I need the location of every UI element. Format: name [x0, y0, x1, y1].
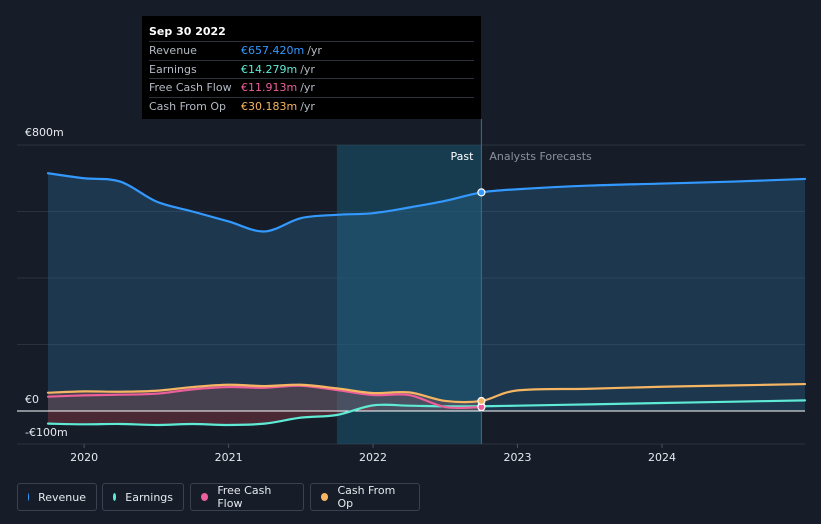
- y-tick-label-max: €800m: [25, 126, 64, 139]
- legend-cash-from-op[interactable]: Cash From Op: [310, 483, 420, 511]
- tooltip-row-revenue: Revenue €657.420m /yr: [149, 41, 474, 60]
- tooltip-value: €30.183m: [241, 99, 298, 113]
- cash-from-op-line: [46, 382, 807, 404]
- legend-free-cash-flow[interactable]: Free Cash Flow: [190, 483, 304, 511]
- tooltip-unit: /yr: [307, 44, 322, 57]
- tooltip: Sep 30 2022 Revenue €657.420m /yr Earnin…: [142, 16, 481, 119]
- earnings-negative-area: [48, 405, 374, 425]
- tooltip-label: Cash From Op: [149, 99, 227, 113]
- x-tick-label: 2021: [215, 451, 243, 464]
- free-cash-flow-line: [46, 384, 483, 410]
- x-tick-label: 2020: [70, 451, 98, 464]
- revenue-point: [477, 188, 486, 197]
- tooltip-row-earnings: Earnings €14.279m /yr: [149, 59, 474, 79]
- x-tick-label: 2022: [359, 451, 387, 464]
- tooltip-value: €11.913m: [241, 81, 298, 94]
- legend-earnings[interactable]: Earnings: [102, 483, 184, 511]
- earnings-dot-icon: [113, 493, 117, 501]
- legend-revenue[interactable]: Revenue: [17, 483, 97, 511]
- tooltip-unit: /yr: [300, 99, 315, 113]
- forecast-label: Analysts Forecasts: [489, 150, 592, 163]
- tooltip-label: Earnings: [149, 62, 197, 76]
- y-tick-label-min: -€100m: [25, 426, 68, 439]
- cash-from-op-dot-icon: [321, 493, 329, 501]
- past-label: Past: [450, 150, 474, 163]
- revenue-area: [48, 173, 805, 411]
- legend-cfo-label: Cash From Op: [337, 484, 396, 510]
- y-tick-label-zero: €0: [25, 393, 39, 406]
- revenue-dot-icon: [28, 493, 30, 501]
- tooltip-value: €657.420m: [241, 44, 305, 57]
- x-tick-label: 2024: [648, 451, 676, 464]
- tooltip-label: Revenue: [149, 44, 197, 57]
- tooltip-value: €14.279m: [241, 62, 298, 76]
- free-cash-flow-dot-icon: [201, 493, 209, 501]
- tooltip-row-free-cash-flow: Free Cash Flow €11.913m /yr: [149, 78, 474, 97]
- cash-from-op-point: [477, 396, 486, 406]
- legend-earnings-label: Earnings: [125, 490, 173, 504]
- tooltip-date: Sep 30 2022: [149, 25, 226, 38]
- x-tick-label: 2023: [504, 451, 532, 464]
- tooltip-unit: /yr: [300, 62, 315, 76]
- revenue-line: [46, 172, 807, 233]
- earnings-line: [46, 399, 807, 427]
- legend-revenue-label: Revenue: [38, 490, 86, 504]
- tooltip-row-cash-from-op: Cash From Op €30.183m /yr: [149, 96, 474, 116]
- tooltip-label: Free Cash Flow: [149, 81, 232, 94]
- legend-fcf-label: Free Cash Flow: [217, 484, 272, 510]
- tooltip-unit: /yr: [300, 81, 315, 94]
